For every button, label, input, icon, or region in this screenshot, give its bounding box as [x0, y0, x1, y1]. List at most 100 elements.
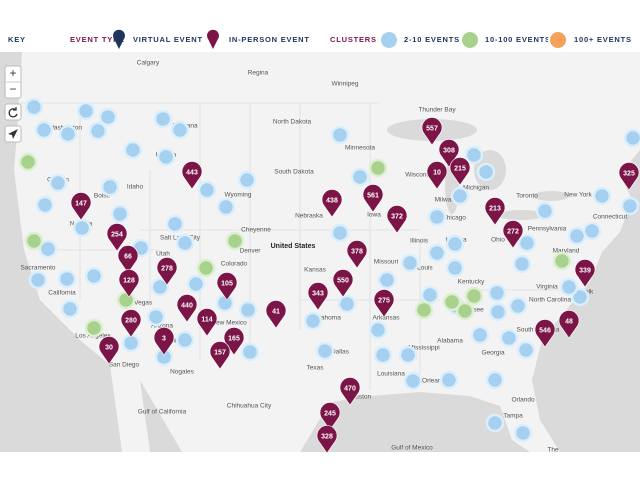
in-person-pin[interactable]: 66: [117, 245, 139, 274]
in-person-pin[interactable]: 275: [373, 289, 395, 318]
virtual-cluster[interactable]: [420, 285, 440, 305]
virtual-cluster[interactable]: [559, 277, 579, 297]
virtual-cluster[interactable]: [485, 370, 505, 390]
in-person-pin[interactable]: 328: [316, 425, 338, 454]
virtual-cluster[interactable]: [620, 196, 640, 216]
zoom-out[interactable]: −: [9, 82, 16, 96]
reset-button[interactable]: [4, 103, 22, 121]
virtual-cluster[interactable]: [24, 97, 44, 117]
virtual-cluster[interactable]: [186, 274, 206, 294]
virtual-cluster[interactable]: [476, 162, 496, 182]
virtual-cluster[interactable]: [513, 423, 533, 443]
in-person-pin[interactable]: 157: [209, 341, 231, 370]
virtual-cluster[interactable]: [330, 125, 350, 145]
in-person-pin[interactable]: 213: [484, 197, 506, 226]
in-person-pin[interactable]: 339: [574, 259, 596, 288]
virtual-cluster[interactable]: [58, 124, 78, 144]
virtual-cluster[interactable]: [76, 101, 96, 121]
in-person-pin[interactable]: 440: [176, 294, 198, 323]
virtual-cluster[interactable]: [237, 170, 257, 190]
in-person-pin[interactable]: 254: [106, 223, 128, 252]
virtual-cluster[interactable]: [197, 180, 217, 200]
virtual-cluster[interactable]: [499, 328, 519, 348]
medium-cluster[interactable]: [414, 300, 434, 320]
virtual-cluster[interactable]: [123, 140, 143, 160]
medium-cluster[interactable]: [464, 286, 484, 306]
virtual-cluster[interactable]: [38, 239, 58, 259]
zoom-in[interactable]: +: [9, 66, 16, 80]
virtual-cluster[interactable]: [100, 177, 120, 197]
virtual-cluster[interactable]: [470, 325, 490, 345]
medium-cluster[interactable]: [18, 152, 38, 172]
in-person-pin[interactable]: 48: [558, 310, 580, 339]
virtual-cluster[interactable]: [72, 218, 92, 238]
virtual-cluster[interactable]: [156, 147, 176, 167]
medium-cluster[interactable]: [552, 251, 572, 271]
virtual-cluster[interactable]: [60, 299, 80, 319]
in-person-pin[interactable]: 215: [449, 157, 471, 186]
virtual-cluster[interactable]: [403, 371, 423, 391]
virtual-cluster[interactable]: [153, 109, 173, 129]
virtual-cluster[interactable]: [240, 342, 260, 362]
in-person-pin[interactable]: 550: [332, 269, 354, 298]
virtual-cluster[interactable]: [238, 300, 258, 320]
virtual-cluster[interactable]: [175, 233, 195, 253]
virtual-cluster[interactable]: [48, 173, 68, 193]
virtual-cluster[interactable]: [165, 214, 185, 234]
virtual-cluster[interactable]: [592, 186, 612, 206]
virtual-cluster[interactable]: [28, 270, 48, 290]
virtual-cluster[interactable]: [398, 345, 418, 365]
virtual-cluster[interactable]: [57, 269, 77, 289]
virtual-cluster[interactable]: [84, 266, 104, 286]
virtual-cluster[interactable]: [567, 226, 587, 246]
virtual-cluster[interactable]: [315, 341, 335, 361]
in-person-pin[interactable]: 30: [98, 336, 120, 365]
in-person-pin[interactable]: 10: [426, 161, 448, 190]
medium-cluster[interactable]: [24, 231, 44, 251]
virtual-cluster[interactable]: [330, 223, 350, 243]
virtual-cluster[interactable]: [350, 167, 370, 187]
in-person-pin[interactable]: 343: [307, 282, 329, 311]
in-person-pin[interactable]: 114: [196, 308, 218, 337]
in-person-pin[interactable]: 3: [153, 327, 175, 356]
in-person-pin[interactable]: 272: [502, 220, 524, 249]
in-person-pin[interactable]: 147: [70, 192, 92, 221]
virtual-cluster[interactable]: [582, 221, 602, 241]
in-person-pin[interactable]: 278: [156, 257, 178, 286]
virtual-cluster[interactable]: [146, 307, 166, 327]
virtual-cluster[interactable]: [170, 120, 190, 140]
medium-cluster[interactable]: [196, 258, 216, 278]
in-person-pin[interactable]: 443: [181, 161, 203, 190]
virtual-cluster[interactable]: [150, 277, 170, 297]
virtual-cluster[interactable]: [303, 311, 323, 331]
virtual-cluster[interactable]: [488, 302, 508, 322]
medium-cluster[interactable]: [455, 301, 475, 321]
virtual-cluster[interactable]: [427, 243, 447, 263]
in-person-pin[interactable]: 546: [534, 319, 556, 348]
virtual-cluster[interactable]: [439, 370, 459, 390]
virtual-cluster[interactable]: [516, 340, 536, 360]
map-area[interactable]: [0, 52, 640, 452]
virtual-cluster[interactable]: [88, 121, 108, 141]
medium-cluster[interactable]: [442, 292, 462, 312]
in-person-pin[interactable]: 41: [265, 300, 287, 329]
in-person-pin[interactable]: 245: [319, 402, 341, 431]
virtual-cluster[interactable]: [512, 254, 532, 274]
in-person-pin[interactable]: 561: [362, 184, 384, 213]
virtual-cluster[interactable]: [373, 345, 393, 365]
in-person-pin[interactable]: 557: [421, 117, 443, 146]
virtual-cluster[interactable]: [337, 294, 357, 314]
virtual-cluster[interactable]: [485, 413, 505, 433]
virtual-cluster[interactable]: [110, 204, 130, 224]
medium-cluster[interactable]: [225, 231, 245, 251]
virtual-cluster[interactable]: [445, 258, 465, 278]
virtual-cluster[interactable]: [34, 120, 54, 140]
in-person-pin[interactable]: 280: [120, 309, 142, 338]
virtual-cluster[interactable]: [445, 234, 465, 254]
virtual-cluster[interactable]: [400, 253, 420, 273]
virtual-cluster[interactable]: [623, 128, 640, 148]
in-person-pin[interactable]: 105: [216, 272, 238, 301]
virtual-cluster[interactable]: [98, 107, 118, 127]
in-person-pin[interactable]: 438: [321, 189, 343, 218]
virtual-cluster[interactable]: [35, 195, 55, 215]
